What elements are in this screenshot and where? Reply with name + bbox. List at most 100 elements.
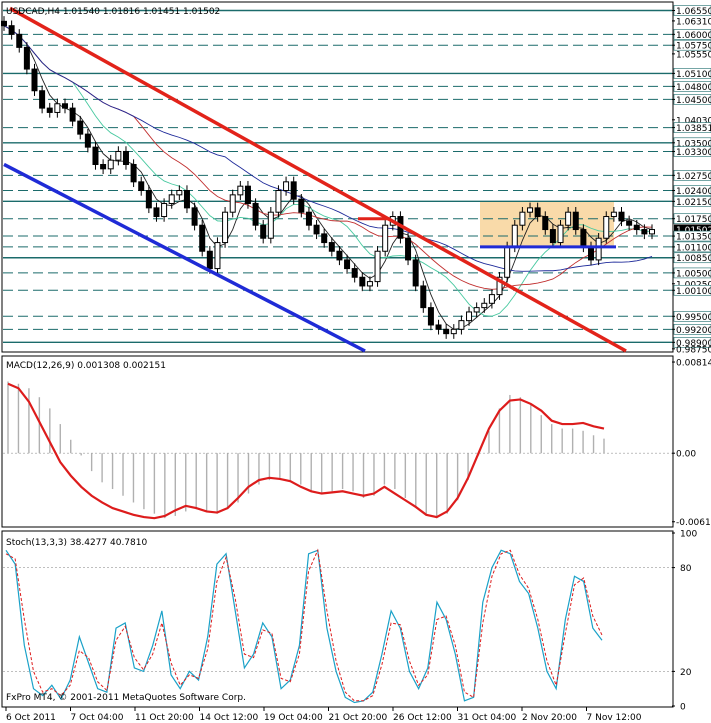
stoch-main-line bbox=[5, 549, 603, 704]
candle-body bbox=[283, 181, 290, 192]
price-axis-label: 1.02750 bbox=[676, 172, 711, 182]
candle-body bbox=[618, 211, 625, 222]
candle-body bbox=[336, 250, 343, 261]
time-axis-label: 21 Oct 20:00 bbox=[329, 713, 388, 723]
candle-body bbox=[557, 224, 564, 244]
macd-axis-label: 0.00814 bbox=[676, 359, 711, 369]
candle-body bbox=[16, 33, 23, 48]
candle-body bbox=[130, 163, 137, 183]
price-axis-label: 1.01750 bbox=[676, 215, 711, 225]
candle-body bbox=[344, 259, 351, 270]
candle-body bbox=[161, 203, 168, 218]
price-axis-label: 1.06000 bbox=[676, 31, 711, 41]
price-axis-label: 1.00850 bbox=[676, 254, 711, 264]
candle-body bbox=[229, 194, 236, 213]
stoch-panel-frame bbox=[1, 530, 674, 708]
candle-body bbox=[374, 250, 381, 283]
candle-body bbox=[504, 246, 511, 278]
stoch-header: Stoch(13,3,3) 38.4277 40.7810 bbox=[6, 538, 147, 548]
price-axis-label: 1.03851 bbox=[676, 124, 711, 134]
candle-body bbox=[450, 328, 457, 335]
candle-body bbox=[77, 120, 84, 135]
candle-body bbox=[359, 276, 366, 287]
candle-body bbox=[69, 107, 76, 122]
candle-body bbox=[54, 103, 61, 113]
time-axis-label: 19 Oct 04:00 bbox=[264, 713, 323, 723]
candle-body bbox=[252, 203, 259, 226]
candle-body bbox=[496, 276, 503, 296]
candle-body bbox=[275, 190, 282, 213]
candle-body bbox=[534, 207, 541, 218]
candle-body bbox=[420, 285, 427, 309]
price-panel-frame bbox=[1, 1, 674, 353]
price-axis-label: 1.01100 bbox=[676, 243, 711, 253]
candle-body bbox=[580, 229, 587, 248]
candle-body bbox=[626, 220, 633, 226]
candle-body bbox=[46, 107, 53, 113]
price-axis-label: 1.05550 bbox=[676, 50, 711, 60]
candle-body bbox=[649, 229, 655, 235]
candle-body bbox=[519, 211, 526, 226]
candle-body bbox=[298, 198, 305, 213]
candle-body bbox=[313, 224, 320, 235]
price-axis-label: 1.02150 bbox=[676, 198, 711, 208]
candle-body bbox=[382, 224, 389, 252]
candle-body bbox=[100, 163, 107, 170]
candle-body bbox=[527, 207, 534, 213]
candle-body bbox=[572, 211, 579, 231]
candle-body bbox=[267, 211, 274, 239]
price-axis-label: 0.99500 bbox=[676, 313, 711, 323]
candle-body bbox=[641, 229, 648, 235]
candle-body bbox=[222, 211, 229, 244]
price-axis-label: 1.06550 bbox=[676, 7, 711, 17]
time-axis-label: 26 Oct 12:00 bbox=[393, 713, 452, 723]
candle-body bbox=[633, 224, 640, 231]
candle-body bbox=[92, 146, 99, 165]
candle-body bbox=[473, 307, 480, 313]
price-axis-label: 1.04500 bbox=[676, 96, 711, 106]
candle-body bbox=[481, 302, 488, 309]
candle-body bbox=[366, 281, 373, 287]
candle-body bbox=[595, 237, 602, 261]
candle-body bbox=[122, 150, 129, 165]
candle-body bbox=[8, 25, 15, 35]
time-axis-label: 2 Nov 20:00 bbox=[522, 713, 577, 723]
candle-body bbox=[138, 181, 145, 192]
price-panel[interactable] bbox=[1, 6, 673, 353]
candle-body bbox=[237, 185, 244, 196]
stoch-axis-label: 100 bbox=[680, 530, 697, 540]
candle-body bbox=[191, 207, 198, 226]
candle-body bbox=[427, 307, 434, 326]
time-axis-label: 14 Oct 12:00 bbox=[200, 713, 259, 723]
candle-body bbox=[199, 224, 206, 252]
candle-body bbox=[305, 211, 312, 226]
macd-panel[interactable] bbox=[3, 381, 672, 520]
candle-body bbox=[84, 133, 91, 148]
candle-body bbox=[351, 268, 358, 278]
candle-body bbox=[328, 242, 335, 252]
copyright-footer: FxPro MT4, © 2001-2011 MetaQuotes Softwa… bbox=[6, 693, 246, 703]
price-header: USDCAD,H4 1.01540 1.01816 1.01451 1.0150… bbox=[6, 7, 220, 17]
macd-panel-frame bbox=[1, 355, 674, 528]
price-axis-label: 1.00500 bbox=[676, 269, 711, 279]
price-axis-label: 1.05100 bbox=[676, 70, 711, 80]
price-axis-label: 0.98900 bbox=[676, 339, 711, 349]
candle-body bbox=[321, 233, 328, 244]
ma-long-line bbox=[3, 25, 653, 272]
candle-body bbox=[244, 185, 251, 205]
candle-body bbox=[565, 211, 572, 226]
price-axis-label: 1.05750 bbox=[676, 42, 711, 52]
stoch-panel[interactable] bbox=[3, 548, 672, 704]
candle-body bbox=[610, 211, 617, 218]
candle-body bbox=[176, 190, 183, 196]
candle-body bbox=[206, 250, 213, 270]
candle-body bbox=[39, 90, 46, 109]
macd-signal-line bbox=[7, 382, 605, 520]
time-axis-label: 11 Oct 20:00 bbox=[135, 713, 194, 723]
current-price-marker bbox=[674, 224, 711, 235]
candle-body bbox=[443, 328, 450, 335]
price-axis-label: 1.02400 bbox=[676, 187, 711, 197]
macd-axis-label: 0.00 bbox=[676, 450, 696, 460]
candle-body bbox=[23, 46, 30, 70]
candle-body bbox=[107, 159, 114, 170]
